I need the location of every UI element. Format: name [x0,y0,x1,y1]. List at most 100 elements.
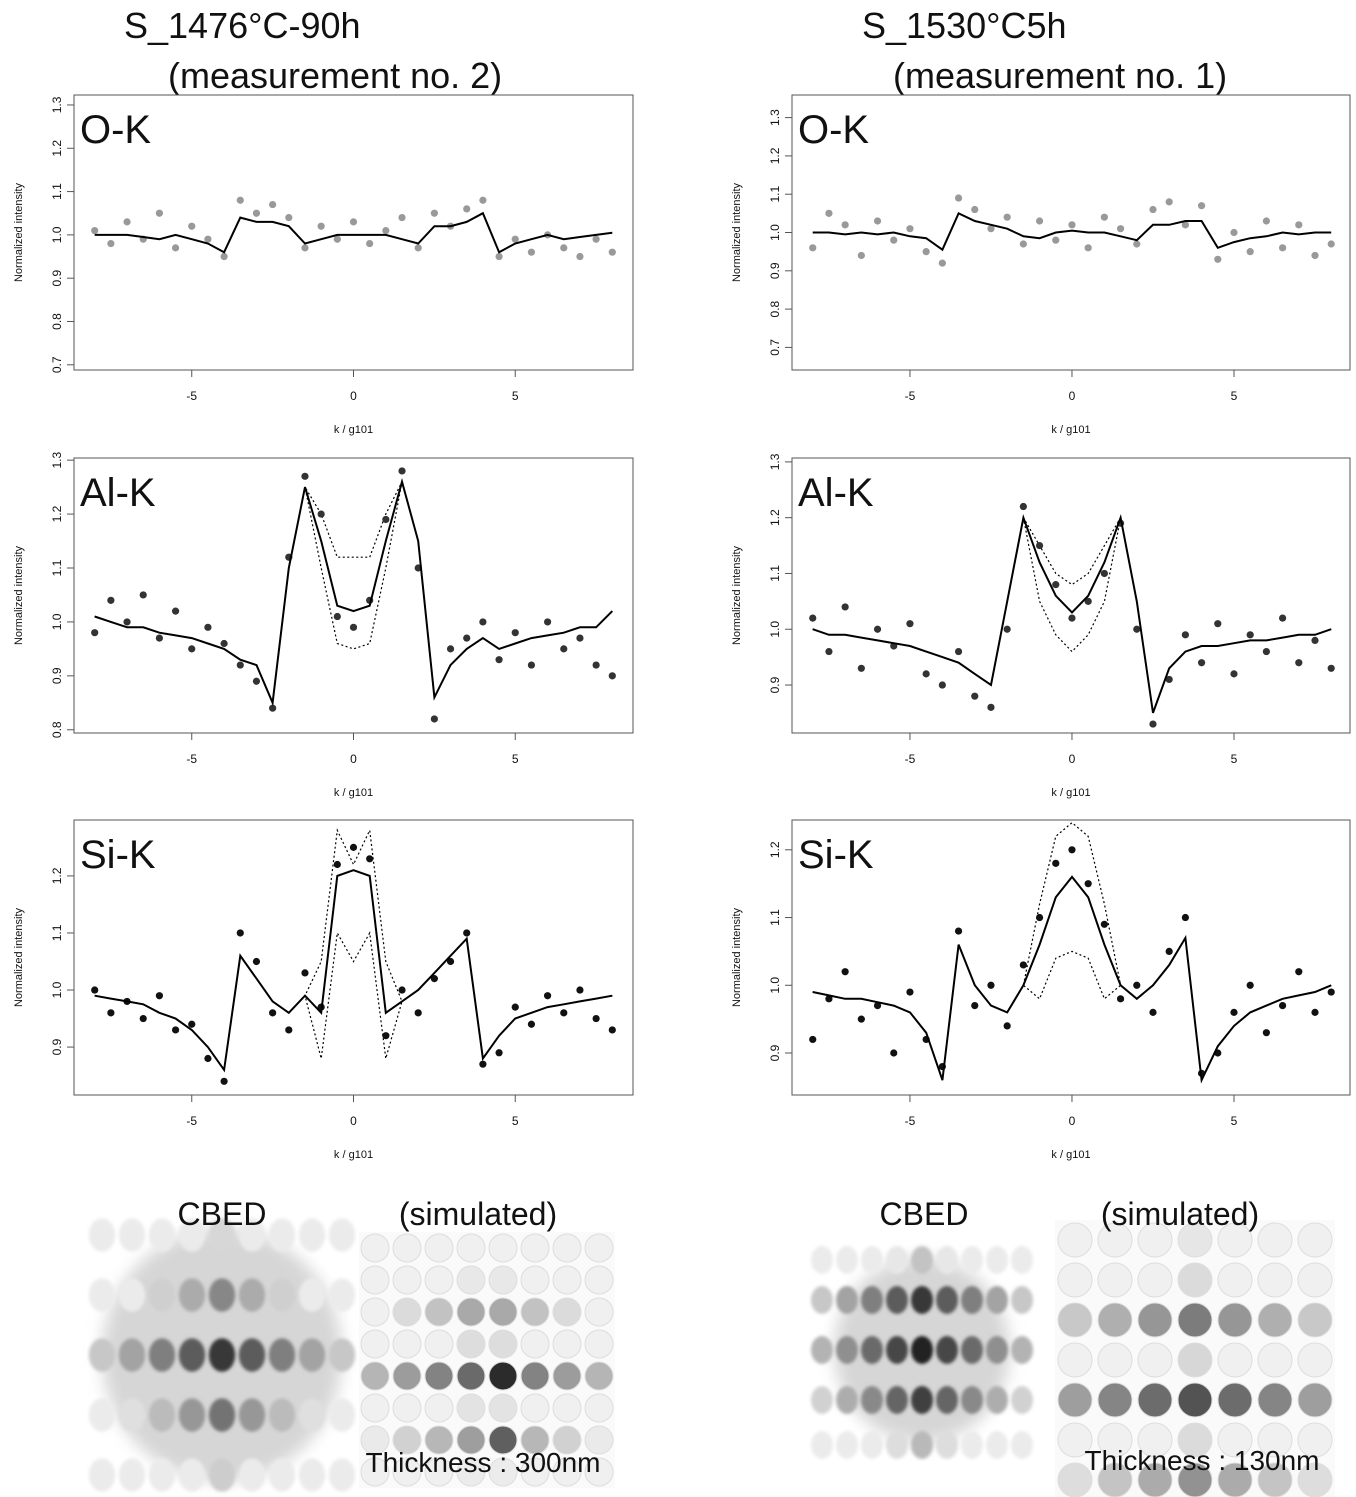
cbed-label: CBED [880,1196,969,1232]
data-point [317,510,325,518]
sim-disc [1137,1422,1173,1458]
data-point [841,603,849,611]
sim-disc [1217,1262,1253,1298]
data-point [1295,659,1303,667]
y-tick-label: 1.3 [768,109,782,126]
cbed-spot [88,1218,116,1252]
sim-disc [1257,1262,1293,1298]
cbed-spot [238,1398,266,1432]
simulated-label: (simulated) [399,1196,557,1232]
data-point [171,607,180,615]
data-point [938,259,946,267]
x-tick-label: 0 [350,389,357,403]
x-axis-label: k / g101 [1051,424,1090,436]
sim-disc [392,1233,422,1263]
data-point [220,1077,228,1085]
data-point [1295,221,1303,229]
data-point [479,196,487,204]
cbed-spot [148,1218,176,1252]
panel-label: Si-K [798,833,874,877]
cbed-spot [911,1336,933,1364]
panel-label: O-K [80,108,151,152]
sim-disc [1097,1422,1133,1458]
y-axis-label: Normalized intensity [13,545,25,645]
panel: 0.9 1.0 1.1 1.2 -5 0 5 k / g101 Normalized inten… [13,819,634,1161]
x-tick-label: 0 [1069,1114,1076,1128]
data-point [155,209,164,217]
x-tick-label: 5 [512,389,519,403]
data-point [333,612,341,621]
data-point [560,244,568,252]
sim-disc [456,1265,486,1295]
sim-disc [360,1393,390,1423]
sim-disc [552,1393,582,1423]
data-point [317,222,325,230]
data-point [252,957,261,966]
panel: 0.9 1.0 1.1 1.2 1.3 -5 0 5 k / g101 Normalized in… [731,453,1351,799]
sim-disc [456,1233,486,1263]
data-point [398,986,406,994]
sim-disc [1057,1262,1093,1298]
y-tick-label: 1.1 [768,909,782,926]
cbed-spot [208,1458,236,1492]
x-tick-label: 0 [1069,752,1076,766]
cbed-spot [811,1246,833,1274]
data-point [857,664,865,672]
cbed-spot [836,1386,858,1414]
data-point [91,226,99,235]
data-point [592,661,600,669]
sim-disc [456,1425,486,1455]
data-point [1230,228,1238,237]
x-tick-label: -5 [186,1114,197,1128]
plot-frame [73,819,634,1096]
data-point [463,634,471,642]
sim-disc [584,1265,614,1295]
data-point [139,1014,147,1023]
sim-disc [1097,1222,1133,1258]
cbed-spot [836,1246,858,1274]
data-point [155,634,164,642]
cbed-spot [886,1286,908,1314]
sim-disc [392,1425,422,1455]
data-point [1327,988,1335,996]
sim-disc [1217,1222,1253,1258]
simulated-label: (simulated) [1101,1196,1259,1232]
sim-disc [552,1297,582,1327]
sim-disc [1297,1342,1333,1378]
data-point [430,975,438,983]
data-point [592,1014,600,1023]
data-point [527,661,536,669]
y-tick-label: 1.2 [50,140,64,157]
data-point [1278,1001,1287,1010]
data-point [527,248,536,256]
y-tick-label: 0.9 [50,270,64,287]
sim-disc [552,1329,582,1359]
data-point [906,988,914,996]
sim-disc [1137,1342,1173,1378]
sim-disc [1097,1302,1133,1338]
cbed-spot [208,1218,236,1252]
data-point [236,929,244,937]
panel: 0.7 0.8 0.9 1.0 1.1 1.2 1.3 -5 0 5 k / g101 Normali… [13,94,634,436]
data-point [91,629,99,637]
data-point [123,218,131,226]
x-tick-label: -5 [905,389,916,403]
cbed-spot [328,1398,356,1432]
data-point [1246,248,1254,256]
sim-disc [1217,1302,1253,1338]
cbed-spot [148,1398,176,1432]
cbed-spot [148,1458,176,1492]
data-point [188,1020,196,1028]
data-point [1181,221,1189,229]
cbed-spot [1011,1246,1033,1274]
y-tick-label: 1.2 [768,147,782,164]
sim-disc [1257,1422,1293,1458]
cbed-spot [961,1336,983,1364]
data-point [1116,995,1125,1003]
sim-disc [520,1425,550,1455]
cbed-spot [1011,1336,1033,1364]
data-point [1197,659,1206,667]
cbed-spot [298,1278,326,1312]
data-point [204,623,212,631]
sim-disc [488,1393,518,1423]
